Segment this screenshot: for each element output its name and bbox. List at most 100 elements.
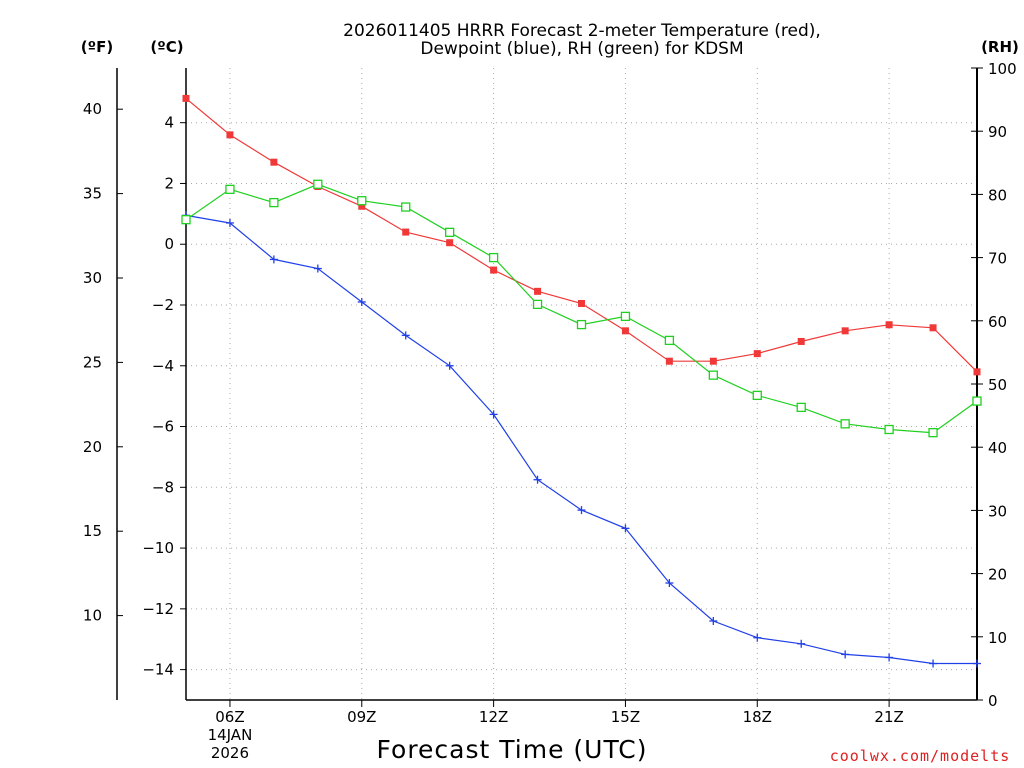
celsius-tick-label: −4: [152, 357, 174, 375]
temperature-point: [270, 158, 278, 166]
rh-point: [181, 215, 191, 225]
dewpoint-point: [973, 659, 981, 668]
rh-point: [532, 299, 543, 310]
dewpoint-point: [533, 475, 542, 484]
celsius-tick-label: −2: [152, 296, 174, 314]
x-tick-label: 09Z: [347, 708, 376, 726]
rh-point: [796, 402, 806, 413]
dewpoint-point: [885, 653, 894, 662]
dewpoint-point: [357, 297, 366, 306]
temperature-point: [929, 324, 937, 332]
rh-tick-label: 50: [988, 376, 1007, 394]
celsius-tick-label: −12: [142, 600, 174, 618]
temperature-point: [402, 228, 410, 236]
x-tick-date: 14JAN: [208, 726, 253, 744]
fahrenheit-tick-label: 10: [83, 607, 102, 625]
rh-point: [928, 428, 938, 438]
fahrenheit-tick-label: 35: [83, 185, 102, 203]
x-tick-label: 12Z: [479, 708, 508, 726]
dewpoint-point: [665, 579, 674, 588]
rh-point: [840, 419, 850, 429]
temperature-point: [797, 337, 805, 345]
chart-title-line1: 2026011405 HRRR Forecast 2-meter Tempera…: [343, 21, 821, 41]
temperature-point: [841, 327, 849, 335]
chart-title-line2: Dewpoint (blue), RH (green) for KDSM: [420, 39, 743, 59]
celsius-tick-label: −14: [142, 661, 174, 679]
rh-point: [884, 424, 894, 435]
gridlines: [186, 68, 977, 700]
x-tick-year: 2026: [211, 744, 249, 762]
temperature-point: [534, 287, 542, 295]
rh-tick-label: 100: [988, 60, 1017, 78]
dewpoint-point: [489, 410, 498, 419]
temperature-point: [753, 350, 761, 358]
rh-point: [752, 390, 762, 401]
rh-point: [488, 252, 499, 263]
fahrenheit-tick-label: 30: [83, 269, 102, 287]
dewpoint-point: [753, 633, 762, 642]
rh-point: [620, 311, 631, 322]
rh-tick-label: 40: [988, 439, 1007, 457]
x-tick-label: 21Z: [874, 708, 903, 726]
rh-tick-label: 90: [988, 123, 1007, 141]
dewpoint-point: [621, 524, 630, 533]
credit-text: coolwx.com/modelts: [830, 747, 1011, 765]
celsius-tick-label: −8: [152, 478, 174, 496]
dewpoint-point: [841, 650, 850, 659]
dewpoint-point: [401, 331, 410, 340]
dewpoint-point: [929, 659, 938, 668]
rh-point: [664, 335, 675, 346]
dewpoint-point: [313, 264, 322, 273]
rh-point: [445, 227, 455, 237]
fahrenheit-tick-label: 15: [83, 522, 102, 540]
rh-point: [708, 370, 718, 380]
rh-point: [269, 197, 279, 208]
temperature-point: [885, 321, 893, 329]
dewpoint-line: [185, 214, 977, 665]
fahrenheit-tick-label: 25: [83, 353, 102, 371]
celsius-tick-label: −10: [142, 539, 174, 557]
rh-point: [972, 396, 982, 406]
temperature-point: [446, 239, 454, 247]
rh-tick-label: 70: [988, 250, 1007, 268]
rh-tick-label: 0: [988, 692, 998, 710]
rh-unit-label: (RH): [981, 38, 1019, 56]
rh-point: [401, 202, 411, 212]
dewpoint-point: [577, 506, 586, 515]
x-tick-label: 18Z: [743, 708, 772, 726]
temperature-point: [621, 327, 629, 335]
rh-point: [313, 179, 323, 189]
rh-point: [576, 319, 587, 330]
temperature-point: [578, 299, 585, 307]
rh-point: [357, 196, 367, 206]
temperature-point: [709, 357, 717, 365]
dewpoint-point: [269, 255, 278, 264]
tick-labels: 420−2−4−6−8−10−12−1440353025201510100908…: [83, 60, 1017, 762]
temperature-point: [182, 94, 190, 102]
rh-tick-label: 30: [988, 502, 1007, 520]
celsius-unit-label: (ºC): [150, 38, 183, 56]
temperature-point: [973, 368, 981, 376]
data-series: [181, 94, 982, 668]
fahrenheit-tick-label: 20: [83, 438, 102, 456]
rh-tick-label: 20: [988, 566, 1007, 584]
fahrenheit-unit-label: (ºF): [81, 38, 113, 56]
dewpoint-point: [797, 639, 806, 648]
temperature-point: [358, 202, 366, 210]
rh-point: [225, 184, 235, 194]
celsius-tick-label: 4: [164, 114, 174, 132]
rh-tick-label: 60: [988, 313, 1007, 331]
dewpoint-point: [709, 617, 718, 625]
rh-tick-label: 80: [988, 186, 1007, 204]
rh-tick-label: 10: [988, 629, 1007, 647]
celsius-tick-label: −6: [152, 418, 174, 436]
fahrenheit-tick-label: 40: [83, 100, 102, 118]
temperature-point: [226, 131, 234, 139]
celsius-tick-label: 0: [164, 235, 174, 253]
temperature-point: [490, 266, 498, 274]
axes: [116, 67, 983, 707]
dewpoint-point: [445, 361, 454, 370]
dewpoint-point: [225, 218, 234, 227]
celsius-tick-label: 2: [164, 174, 174, 192]
temperature-line: [185, 97, 978, 373]
